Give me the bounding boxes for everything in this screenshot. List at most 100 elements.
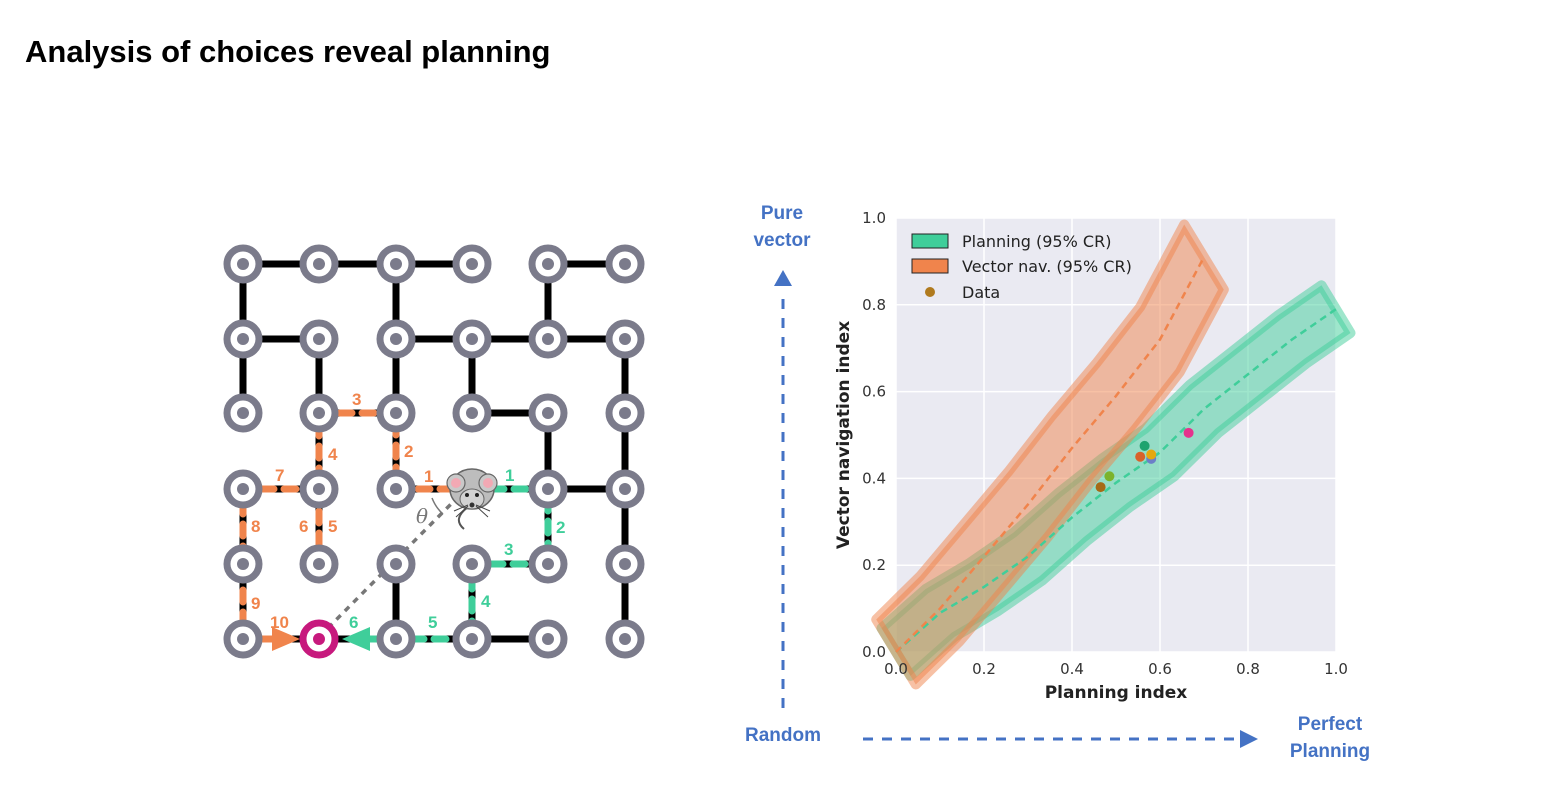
- green-step-2: 2: [556, 518, 565, 537]
- mouse-icon: [446, 468, 498, 530]
- theta-label: θ: [416, 504, 428, 528]
- orange-step-1: 1: [424, 467, 433, 486]
- legend-swatch-planning: [911, 233, 949, 249]
- y-tick-label: 0.0: [862, 643, 886, 661]
- maze-node: [605, 619, 645, 659]
- maze-node: [223, 619, 263, 659]
- maze-node: [452, 244, 492, 284]
- maze-node: [376, 319, 416, 359]
- maze-node: [528, 544, 568, 584]
- green-step-1: 1: [505, 466, 514, 485]
- data-point: [1139, 440, 1150, 451]
- legend-swatch-vector: [911, 258, 949, 274]
- perfect-planning-label: Perfect Planning: [1280, 711, 1380, 765]
- legend: Planning (95% CR) Vector nav. (95% CR) D…: [911, 232, 1132, 302]
- y-tick-label: 0.6: [862, 383, 886, 401]
- orange-step-8: 8: [251, 517, 260, 536]
- green-step-5: 5: [428, 613, 437, 632]
- legend-marker-data: [925, 287, 935, 297]
- y-tick-label: 0.8: [862, 296, 886, 314]
- orange-step-10: 10: [270, 613, 289, 632]
- slide-title: Analysis of choices reveal planning: [25, 34, 551, 69]
- pure-vector-label: Pure vector: [742, 200, 822, 254]
- maze-node: [528, 619, 568, 659]
- maze-node: [299, 393, 339, 433]
- maze-node: [376, 544, 416, 584]
- perfect-planning-line1: Perfect: [1297, 714, 1363, 735]
- green-step-3: 3: [504, 540, 513, 559]
- orange-step-7: 7: [275, 466, 284, 485]
- horizontal-blue-arrow: [863, 730, 1258, 748]
- y-tick-label: 0.4: [862, 469, 886, 487]
- green-step-6: 6: [349, 613, 358, 632]
- maze-node: [452, 544, 492, 584]
- legend-label-data: Data: [962, 283, 1000, 302]
- plot-ticks: 0.0 0.2 0.4 0.6 0.8 1.0 0.0 0.2 0.4 0.6 0.8 1.0: [862, 209, 1348, 678]
- y-tick-label: 0.2: [862, 556, 886, 574]
- maze-node: [605, 469, 645, 509]
- maze-node: [376, 393, 416, 433]
- maze-node: [605, 244, 645, 284]
- vertical-blue-arrow: [774, 270, 792, 708]
- pure-vector-line2: vector: [753, 230, 811, 251]
- x-tick-label: 0.8: [1236, 660, 1260, 678]
- orange-step-3: 3: [352, 390, 361, 409]
- maze-node: [452, 319, 492, 359]
- green-arrowhead: [342, 627, 370, 651]
- band-vector: [871, 219, 1229, 690]
- maze-node: [299, 544, 339, 584]
- maze-node: [376, 469, 416, 509]
- maze-node: [223, 469, 263, 509]
- x-tick-label: 1.0: [1324, 660, 1348, 678]
- maze-node: [528, 319, 568, 359]
- data-point: [1135, 451, 1146, 462]
- maze-node: [528, 244, 568, 284]
- orange-arrowhead: [272, 627, 300, 651]
- plot-points: [1095, 427, 1194, 493]
- theta-arc: [431, 497, 444, 515]
- maze-node: [376, 619, 416, 659]
- maze-node: [299, 319, 339, 359]
- maze-node: [223, 544, 263, 584]
- data-point: [1146, 449, 1157, 460]
- orange-step-9: 9: [251, 594, 260, 613]
- maze-node: [528, 469, 568, 509]
- y-tick-label: 1.0: [862, 209, 886, 227]
- x-axis-label: Planning index: [1045, 683, 1188, 703]
- data-point: [1095, 482, 1106, 493]
- maze-diagram: θ 1 2 3 4 5 6 7 8 9 10 1 2 3 4 5 6: [223, 244, 645, 659]
- green-step-4: 4: [481, 592, 491, 611]
- pure-vector-line1: Pure: [760, 203, 804, 224]
- data-point: [1104, 471, 1115, 482]
- x-tick-label: 0.2: [972, 660, 996, 678]
- maze-node: [605, 544, 645, 584]
- random-label: Random: [745, 725, 821, 746]
- maze-node: [299, 244, 339, 284]
- maze-node: [299, 469, 339, 509]
- y-axis-label: Vector navigation index: [834, 321, 854, 549]
- legend-label-planning: Planning (95% CR): [962, 232, 1111, 251]
- orange-step-6: 6: [299, 517, 308, 536]
- legend-label-vector: Vector nav. (95% CR): [962, 257, 1132, 276]
- maze-node: [605, 393, 645, 433]
- maze-node: [223, 244, 263, 284]
- mean-line-vector: [895, 256, 1206, 653]
- plot-bands: [871, 219, 1356, 690]
- x-tick-label: 0.0: [884, 660, 908, 678]
- maze-node: [376, 244, 416, 284]
- goal-icon: [299, 619, 339, 659]
- orange-step-4: 4: [328, 445, 338, 464]
- mean-line-planning: [895, 308, 1337, 653]
- maze-node: [223, 393, 263, 433]
- maze-node: [452, 393, 492, 433]
- perfect-planning-line2: Planning: [1289, 741, 1371, 762]
- x-tick-label: 0.4: [1060, 660, 1084, 678]
- data-point: [1183, 427, 1194, 438]
- x-tick-label: 0.6: [1148, 660, 1172, 678]
- plot-means: [895, 256, 1337, 653]
- orange-step-2: 2: [404, 442, 413, 461]
- maze-node: [223, 319, 263, 359]
- maze-node: [528, 393, 568, 433]
- maze-node: [452, 619, 492, 659]
- maze-node: [605, 319, 645, 359]
